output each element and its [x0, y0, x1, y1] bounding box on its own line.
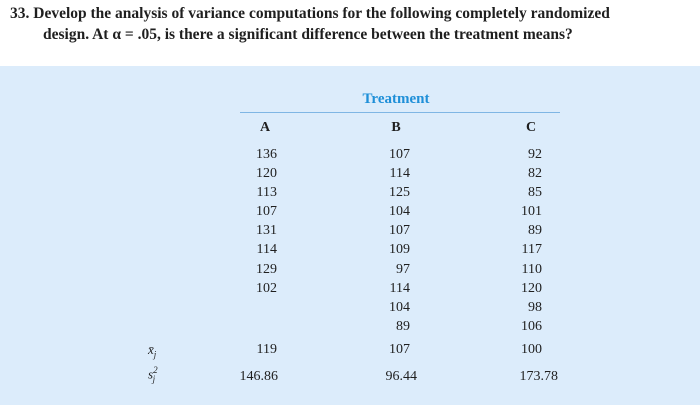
- problem-line-2: design. At α = .05, is there a significa…: [43, 26, 573, 43]
- cell-b-10: 89: [396, 318, 410, 334]
- cell-a-2: 120: [256, 166, 277, 182]
- cell-c-4: 101: [521, 204, 542, 220]
- cell-a-7: 129: [256, 261, 277, 277]
- cell-b-8: 114: [389, 280, 410, 296]
- cell-b-1: 107: [389, 147, 410, 162]
- variance-b: 96.44: [385, 369, 418, 384]
- cell-b-7: 97: [396, 261, 410, 277]
- cell-a-4: 107: [256, 204, 277, 220]
- mean-a: 119: [256, 342, 277, 357]
- cell-b-5: 107: [389, 223, 410, 239]
- cell-c-2: 82: [528, 166, 542, 182]
- cell-a-3: 113: [256, 185, 277, 201]
- cell-a-8: 102: [256, 280, 277, 296]
- cell-c-7: 110: [521, 261, 542, 277]
- mean-label: x̄j: [148, 342, 157, 360]
- problem-statement: 33. Develop the analysis of variance com…: [10, 3, 694, 45]
- header-c: C: [525, 120, 537, 135]
- cell-c-3: 85: [528, 185, 542, 201]
- cell-c-8: 120: [521, 280, 542, 296]
- variance-c: 173.78: [519, 369, 559, 384]
- cell-a-5: 131: [256, 223, 277, 239]
- column-a: 136 120 113 107 131 114 129 102: [243, 145, 277, 298]
- column-b: 107 114 125 104 107 109 97 114 104 89: [376, 145, 410, 336]
- cell-b-9: 104: [389, 299, 410, 315]
- variance-a: 146.86: [239, 369, 279, 384]
- header-a: A: [259, 120, 271, 135]
- cell-a-1: 136: [256, 147, 277, 162]
- cell-c-6: 117: [521, 242, 542, 258]
- cell-c-5: 89: [528, 223, 542, 239]
- title-rule: [240, 112, 560, 113]
- data-table-panel: [0, 66, 700, 405]
- cell-b-4: 104: [389, 204, 410, 220]
- cell-a-6: 114: [256, 242, 277, 258]
- mean-c: 100: [521, 342, 542, 357]
- mean-b: 107: [389, 342, 410, 357]
- variance-label: s2j: [148, 365, 158, 384]
- cell-b-2: 114: [389, 166, 410, 182]
- cell-b-6: 109: [389, 242, 410, 258]
- column-c: 92 82 85 101 89 117 110 120 98 106: [508, 145, 542, 336]
- cell-c-9: 98: [528, 299, 542, 315]
- cell-b-3: 125: [389, 185, 410, 201]
- treatment-title: Treatment: [362, 91, 430, 107]
- header-b: B: [391, 120, 401, 135]
- cell-c-10: 106: [521, 318, 542, 334]
- problem-line-1: 33. Develop the analysis of variance com…: [10, 5, 610, 22]
- cell-c-1: 92: [528, 147, 542, 162]
